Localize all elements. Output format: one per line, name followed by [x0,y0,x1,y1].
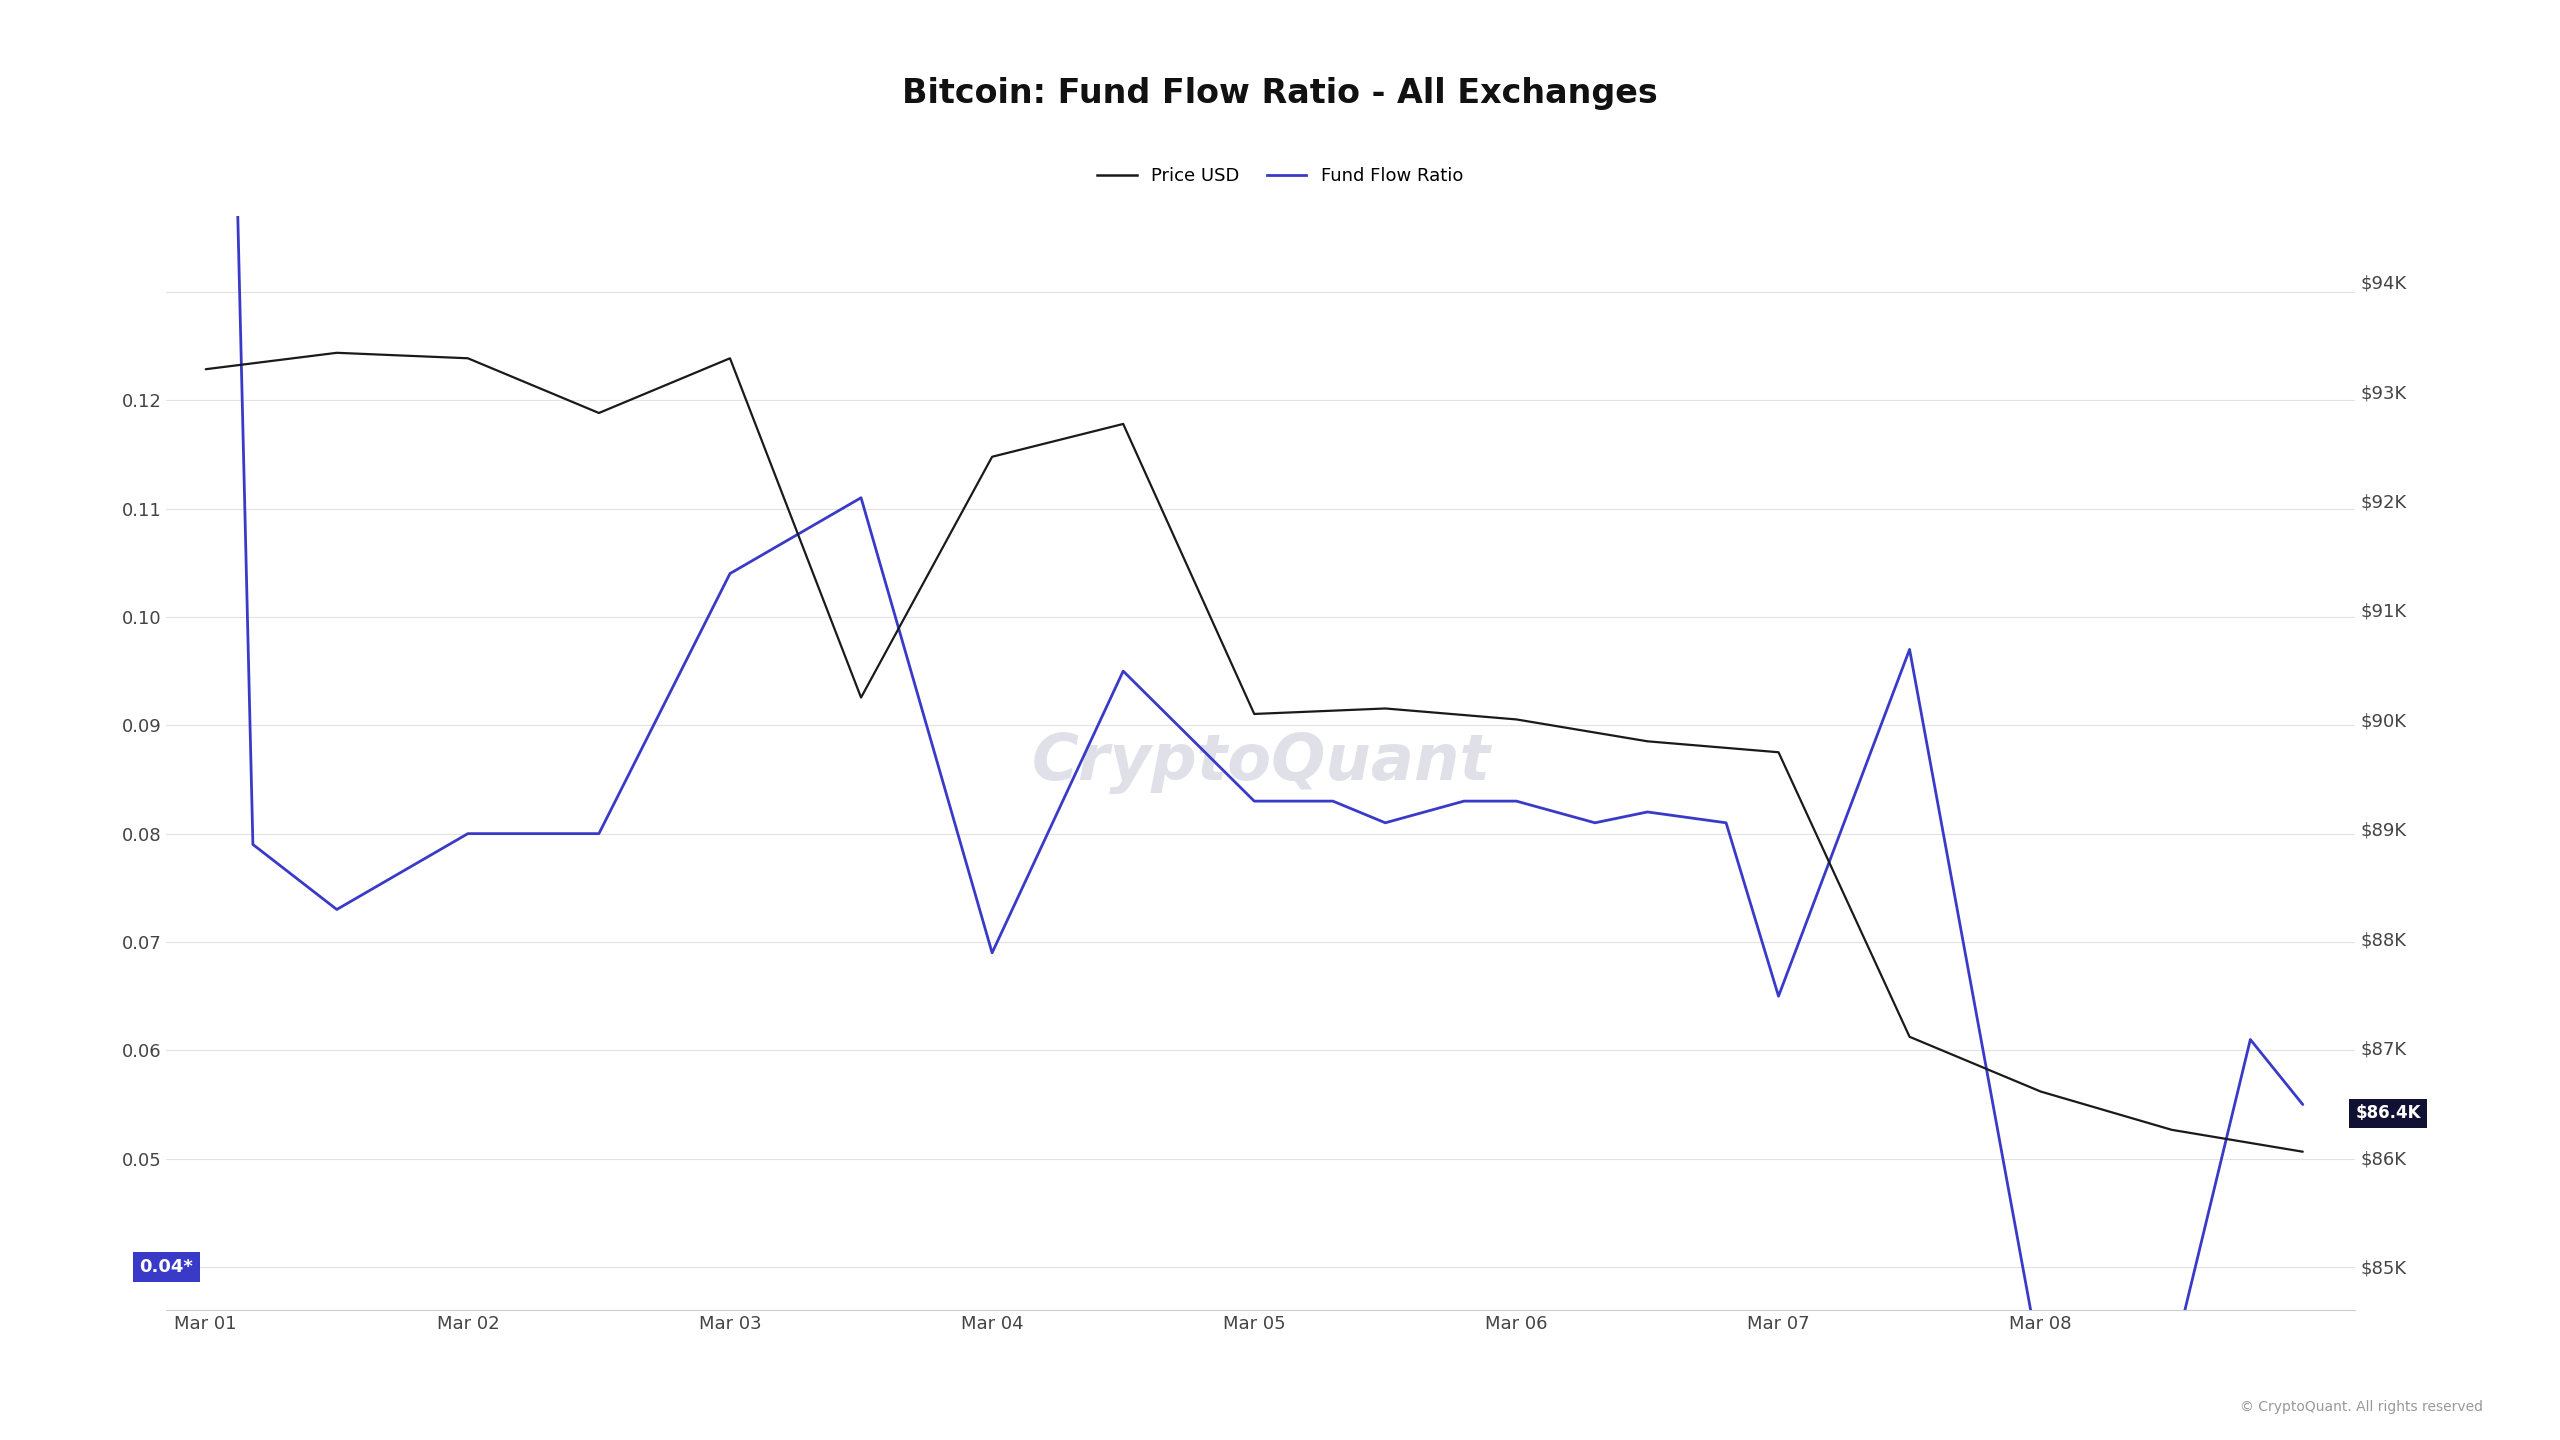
Text: 0.04*: 0.04* [138,1259,195,1276]
Text: © CryptoQuant. All rights reserved: © CryptoQuant. All rights reserved [2240,1400,2483,1414]
Text: Bitcoin: Fund Flow Ratio - All Exchanges: Bitcoin: Fund Flow Ratio - All Exchanges [901,78,1659,109]
Legend: Price USD, Fund Flow Ratio: Price USD, Fund Flow Ratio [1091,160,1469,193]
Text: CryptoQuant: CryptoQuant [1032,732,1490,795]
Text: $86.4K: $86.4K [2355,1104,2422,1122]
